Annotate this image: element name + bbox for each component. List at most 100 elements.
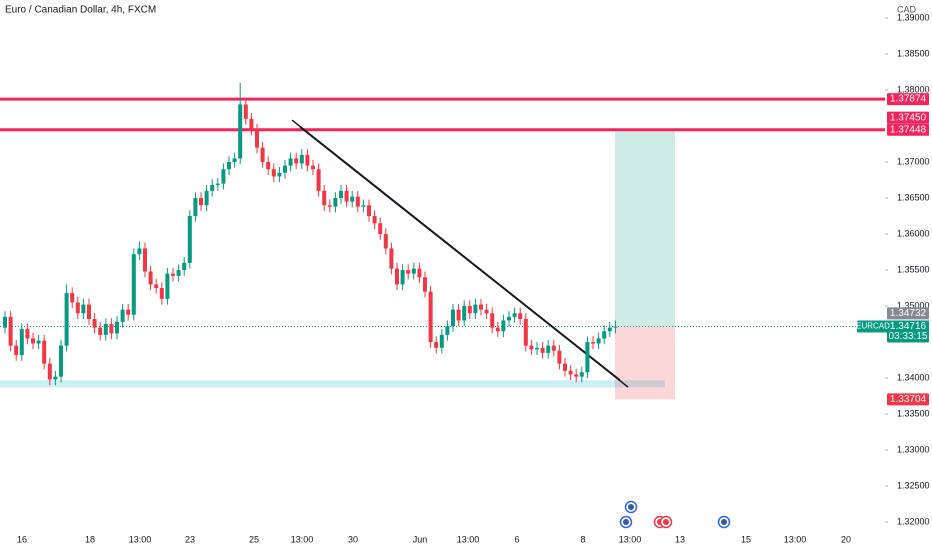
candle-body (383, 234, 388, 249)
candle-body (92, 319, 97, 328)
candle-body (602, 331, 607, 339)
y-tick-label: 1.32500 (897, 480, 930, 490)
currency-label[interactable]: CAD (897, 4, 917, 14)
candle-body (456, 309, 461, 321)
candle-body (406, 270, 411, 274)
candle-body (490, 313, 495, 328)
candle-body (395, 268, 399, 285)
position-target-zone (615, 129, 675, 327)
candle-body (87, 304, 91, 320)
candle-body (428, 291, 433, 343)
candle-body (53, 376, 58, 380)
candle-body (283, 165, 287, 173)
candle-body (249, 118, 254, 130)
candle-body (523, 319, 528, 346)
x-tick-label: 18 (85, 534, 95, 544)
candle-body (400, 270, 405, 285)
candle-body (42, 340, 47, 364)
event-icons (619, 500, 731, 529)
candle-body (546, 345, 551, 353)
candle-body (59, 345, 63, 377)
x-tick-label: 16 (17, 534, 27, 544)
candle-body (423, 277, 427, 292)
candle-body (232, 158, 237, 163)
candle-body (367, 205, 371, 217)
candle-body (204, 190, 209, 206)
candle-body (243, 104, 248, 119)
candle-body (305, 154, 310, 166)
event-icon-flag (623, 519, 629, 525)
candle-body (613, 326, 618, 328)
candle-body (199, 198, 203, 206)
candle-body (568, 370, 573, 375)
candle-body (36, 340, 41, 344)
y-tick-label: 1.37000 (897, 156, 930, 166)
countdown-text: 03:33:15 (889, 331, 928, 342)
candle-body (557, 350, 562, 364)
x-tick-label: 13:00 (291, 534, 314, 544)
candle-body (126, 309, 131, 315)
candle-body (518, 313, 523, 320)
candle-body (551, 345, 556, 351)
candle-body (75, 302, 80, 314)
candle-body (607, 327, 612, 332)
x-tick-label: 13:00 (619, 534, 642, 544)
candle-body (467, 306, 472, 314)
candle-body (215, 183, 220, 186)
x-tick-label: 6 (514, 534, 519, 544)
last-price-badge (887, 320, 929, 343)
candle-body (25, 329, 30, 339)
y-tick-label: 1.34000 (897, 372, 930, 382)
x-tick-label: Jun (413, 534, 428, 544)
event-icon-flag (628, 504, 634, 510)
candle-body (417, 268, 422, 278)
candle-body (8, 316, 13, 346)
candle-body (3, 316, 7, 328)
candle-body (451, 309, 455, 327)
candle-body (529, 345, 534, 350)
candle-body (372, 216, 377, 224)
candle-body (355, 196, 360, 207)
candle-body (322, 190, 327, 206)
candle-body (311, 165, 315, 170)
candle-body (316, 169, 321, 191)
candle-body (255, 129, 259, 148)
candle-body (361, 205, 366, 207)
chart-title[interactable]: Euro / Canadian Dollar, 4h, FXCM (5, 5, 156, 16)
candle-body (131, 254, 136, 315)
candle-body (227, 162, 231, 170)
candle-body (210, 185, 215, 191)
candle-body (159, 288, 164, 299)
candle-body (115, 321, 119, 334)
x-tick-label: 13 (675, 534, 685, 544)
x-tick-label: 13:00 (784, 534, 807, 544)
candle-body (277, 172, 282, 177)
level-badge-text: 1.37448 (890, 124, 927, 135)
candle-body (462, 306, 467, 321)
candle-body (171, 273, 175, 276)
position-stop-zone (615, 326, 675, 400)
candle-body (98, 327, 103, 335)
y-tick-label: 1.35500 (897, 264, 930, 274)
candle-body (148, 271, 153, 285)
candle-body (596, 338, 601, 344)
candle-body (109, 324, 114, 334)
candle-body (540, 347, 545, 353)
event-icon-flag (663, 519, 669, 525)
candle-body (389, 248, 394, 269)
candle-body (19, 329, 24, 356)
candle-body (484, 309, 489, 314)
candle-body (271, 169, 276, 177)
x-tick-label: 20 (841, 534, 851, 544)
candle-body (473, 304, 478, 314)
candle-body (221, 169, 226, 184)
candle-body (165, 273, 170, 299)
candle-body (378, 223, 383, 235)
price-axis-panel (885, 0, 932, 550)
candle-body (479, 304, 483, 310)
y-tick-label: 1.36500 (897, 192, 930, 202)
last-price-text: 1.34716 (890, 321, 927, 332)
candle-body (14, 345, 19, 356)
